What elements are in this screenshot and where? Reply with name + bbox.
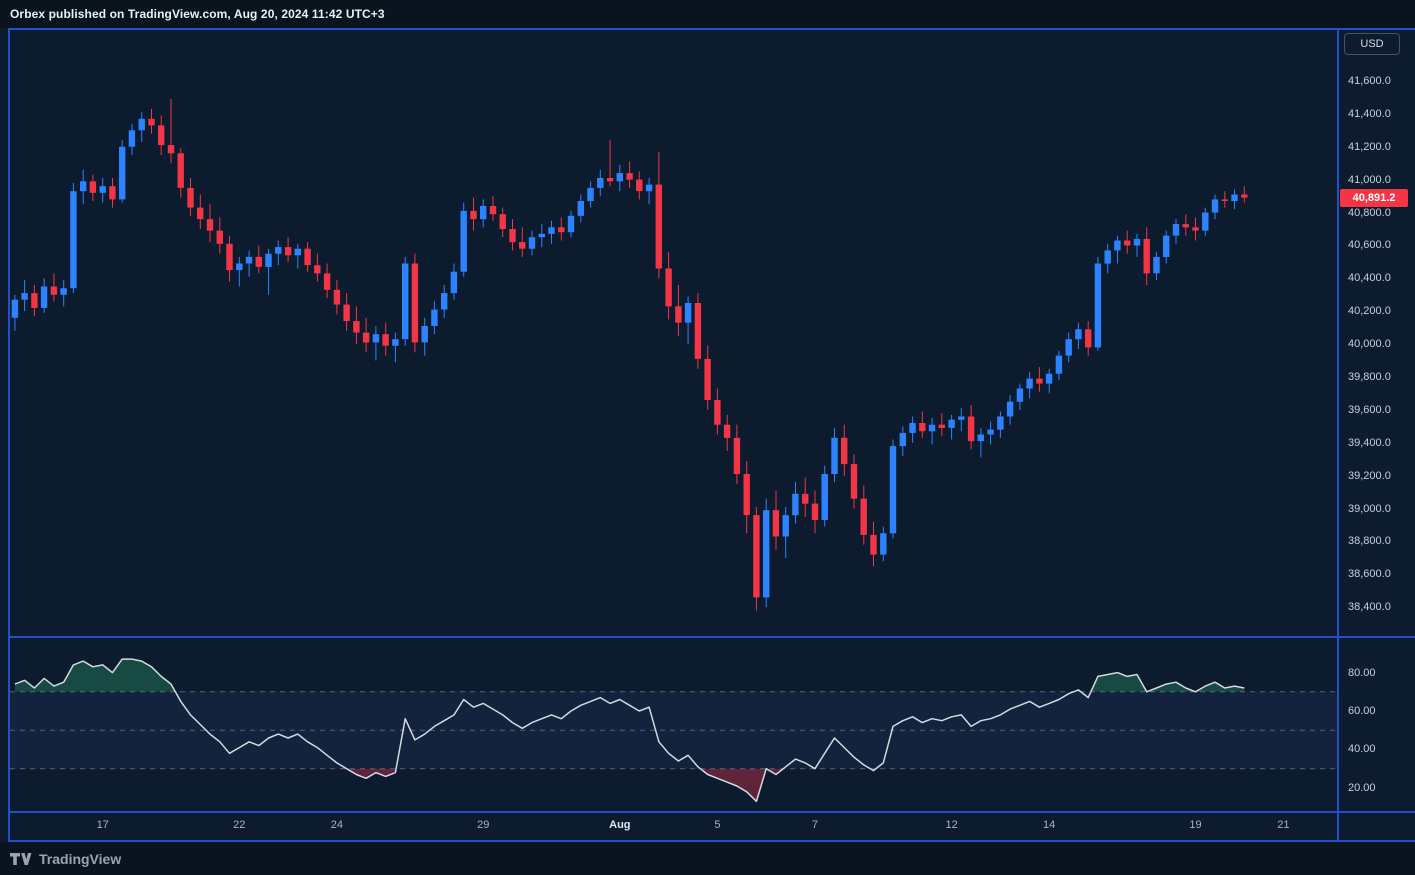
time-label: 21 [1277,819,1290,831]
time-label: Aug [609,819,631,831]
time-label: 5 [714,819,721,831]
price-chart-canvas[interactable] [10,30,1337,636]
time-axis[interactable]: 17 22 24 29 Aug 5 7 12 14 19 21 [0,813,1337,840]
price-tick-label: 39,000.0 [1348,502,1391,515]
attribution-bar: Orbex published on TradingView.com, Aug … [0,0,1415,28]
time-label: 12 [945,819,958,831]
price-tick-label: 41,600.0 [1348,74,1391,87]
attribution-text: Orbex published on TradingView.com, Aug … [10,7,385,21]
price-tick-label: 40,400.0 [1348,272,1391,285]
time-label: 7 [811,819,819,831]
price-tick-label: 40,800.0 [1348,206,1391,219]
price-tick-label: 41,400.0 [1348,107,1391,120]
time-label: 14 [1043,819,1056,831]
rsi-chart-canvas[interactable] [10,638,1337,811]
price-tick-label: 39,800.0 [1348,370,1391,383]
tradingview-brand[interactable]: TradingView [39,850,122,867]
pane-separator[interactable] [8,636,1415,638]
price-tick-label: 39,200.0 [1348,469,1391,482]
rsi-tick-label: 80.00 [1348,666,1376,679]
rsi-tick-label: 40.00 [1348,743,1376,756]
frame-line-left [8,28,10,842]
price-tick-label: 39,600.0 [1348,403,1391,416]
rsi-tick-label: 20.00 [1348,781,1376,794]
price-tick-label: 38,800.0 [1348,535,1391,548]
price-tick-label: 40,600.0 [1348,239,1391,252]
time-label: 19 [1189,819,1202,831]
time-label: 22 [233,819,246,831]
time-label: 24 [330,819,343,831]
price-tick-label: 41,200.0 [1348,140,1391,153]
price-tick-label: 38,400.0 [1348,601,1391,614]
price-tick-label: 41,000.0 [1348,173,1391,186]
frame-line-bottom [8,840,1415,842]
price-tick-label: 40,000.0 [1348,338,1391,351]
price-tick-label: 38,600.0 [1348,568,1391,581]
frame-line-top [8,28,1415,30]
rsi-tick-label: 60.00 [1348,705,1376,718]
axis-separator [8,811,1415,813]
currency-button[interactable]: USD [1344,33,1400,55]
footer: TradingView [0,842,1415,875]
frame-line-right [1337,28,1339,842]
tradingview-logo-icon[interactable] [10,852,32,866]
time-label: 17 [96,819,109,831]
price-scale[interactable]: USD 40,891.2 41,600.0 41,400.0 41,200.0 41,… [1339,28,1415,842]
price-tick-label: 39,400.0 [1348,436,1391,449]
price-tick-label: 40,200.0 [1348,305,1391,318]
time-label: 29 [477,819,490,831]
chart-background [0,28,1415,842]
last-price-label: 40,891.2 [1340,188,1408,207]
